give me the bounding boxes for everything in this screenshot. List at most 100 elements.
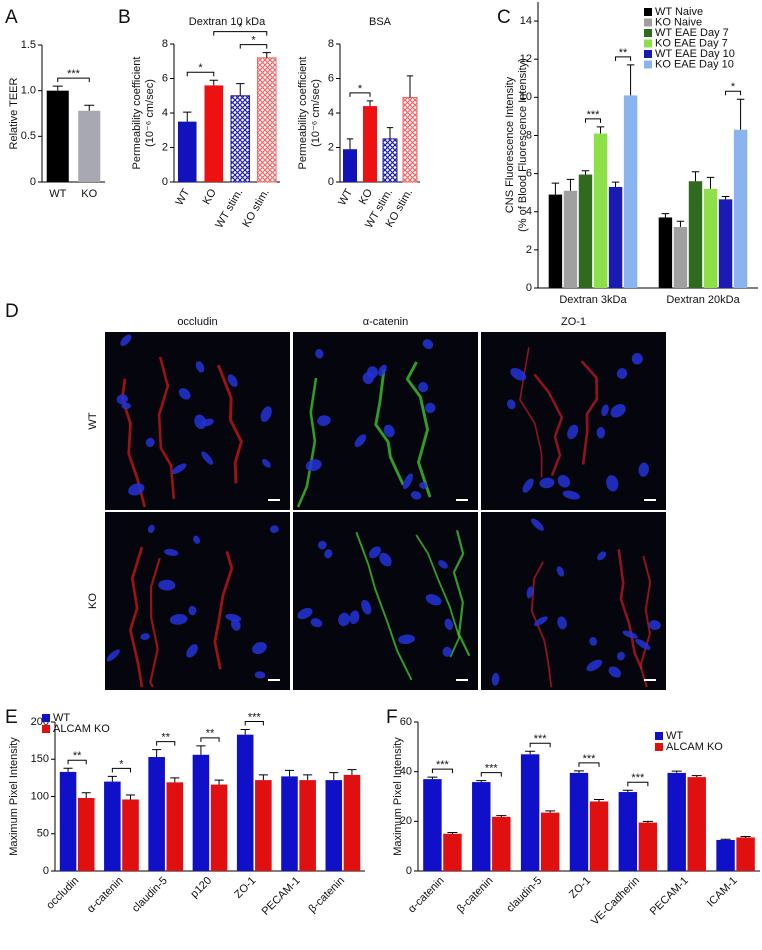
error-bar [303,774,313,781]
nucleus [539,477,555,489]
y-axis-label: Maximum Pixel Intensity [8,737,20,856]
y-tick-label: 2 [526,244,532,256]
nucleus [297,607,313,620]
vessel-stain [374,369,405,486]
nucleus [556,566,565,577]
error-bar [84,104,95,111]
bar [687,777,706,871]
nucleus [418,381,429,393]
nucleus [178,388,191,400]
nucleus [491,672,500,686]
vessel-stain [213,550,234,670]
bar [177,121,197,182]
bar [299,780,316,871]
nucleus [324,549,333,559]
error-bar [52,85,63,91]
vessel-stain [452,529,471,657]
vessel-stain [617,549,643,670]
bar [363,106,377,182]
y-tick-label: 0 [526,282,532,294]
error-bar [406,75,414,98]
error-bar [427,776,438,780]
nucleus [562,490,580,500]
significance-bracket [627,781,649,787]
significance-bracket [200,737,220,742]
legend-swatch [42,714,50,722]
panel-label: F [386,707,398,728]
error-bar [661,213,670,218]
bar [148,757,165,871]
micrograph [293,512,478,690]
x-tick-label: WT [173,187,192,208]
nucleus [201,451,214,465]
nucleus [616,368,628,379]
legend-swatch [644,60,652,69]
legend-swatch [655,732,663,740]
error-bar [366,100,374,107]
nucleus [305,459,322,472]
legend-label: KO EAE Day 7 [655,37,728,49]
bar [281,776,298,871]
error-bar [386,127,394,139]
x-tick-label: PECAM-1 [648,875,691,918]
significance-bracket [431,768,453,774]
error-bar [691,775,702,778]
nucleus [442,646,452,657]
legend-swatch [644,29,652,37]
error-bar [671,770,682,773]
nucleus [158,579,176,591]
significance-bracket [156,741,176,746]
nucleus [254,671,266,679]
x-tick-label: claudin-5 [504,875,544,915]
significance-bracket [615,56,632,61]
nucleus [186,644,198,658]
error-bar [447,832,458,834]
micrograph [481,512,666,690]
nucleus [368,546,381,559]
error-bar [81,792,91,798]
bar [204,85,224,182]
error-bar [720,838,731,840]
nucleus [193,535,201,544]
nucleus [260,406,272,423]
bar [236,734,254,871]
y-tick-label: 0 [162,176,168,188]
y-axis-label: Relative TEER [8,77,20,149]
significance-label: * [251,35,256,47]
vessel-stain [216,364,243,484]
error-bar [209,79,218,86]
bar [563,190,578,288]
x-tick-label: claudin-5 [130,875,170,915]
significance-label: ** [73,750,82,762]
significance-label: * [119,758,124,770]
bar [166,782,184,871]
bar [540,812,560,871]
bar [402,96,418,183]
y-axis-label: Maximum Pixel Intensity [392,737,404,856]
legend-swatch [644,39,652,48]
nucleus [188,605,197,616]
bar [589,801,609,871]
significance-bracket [213,31,268,36]
error-bar [736,98,745,130]
nucleus [230,618,241,631]
bar [443,833,462,871]
x-tick-label: β-catenin [306,875,347,916]
significance-bracket [186,71,215,77]
nucleus [597,551,607,561]
error-bar [347,769,357,775]
significance-bracket [725,90,742,96]
nucleus [310,618,323,628]
error-bar [594,798,605,802]
error-bar [676,220,685,227]
significance-bracket [349,92,371,97]
error-bar [107,775,117,782]
bar [492,816,511,871]
bar [210,784,228,871]
error-bar [496,815,507,817]
x-tick-label: occludin [44,875,81,912]
significance-bracket [244,720,264,726]
bar [59,771,77,871]
error-bar [706,176,715,189]
